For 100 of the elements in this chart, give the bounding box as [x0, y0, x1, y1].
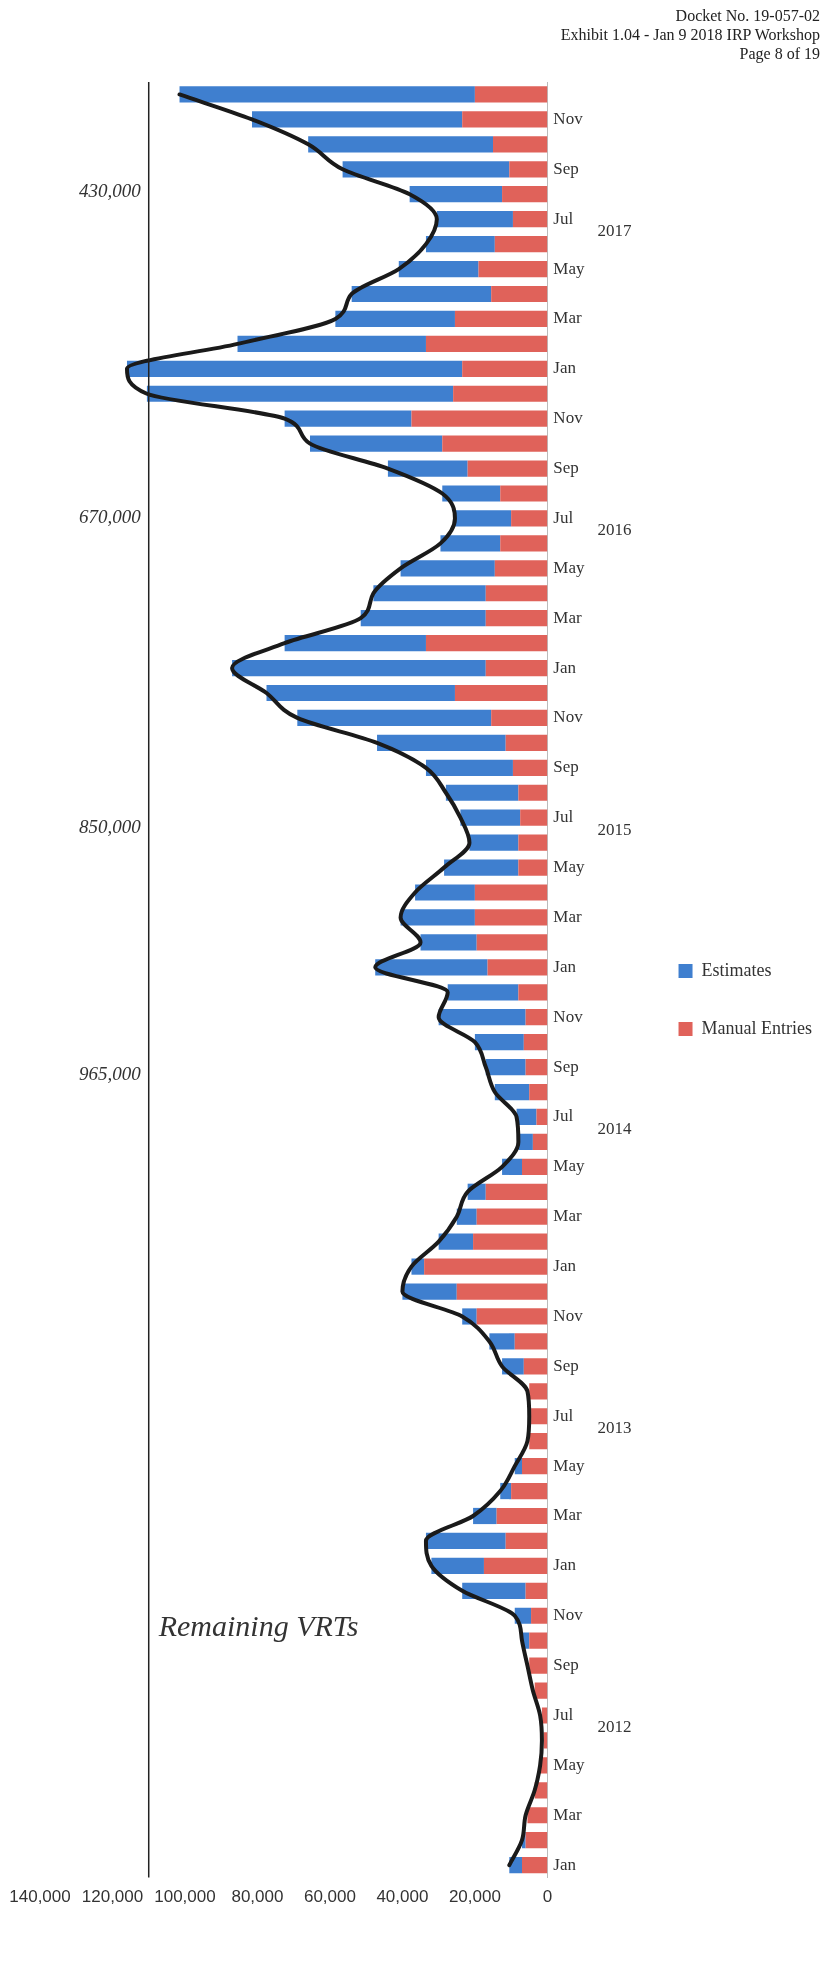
y-tick-label: Jan [553, 1854, 577, 1874]
bar [237, 335, 426, 352]
y-tick-label: May [553, 1156, 586, 1176]
text: 2015 [597, 819, 632, 839]
bar [232, 659, 486, 677]
bar [525, 1058, 548, 1076]
bar [518, 834, 548, 851]
y-tick-label: May [553, 857, 586, 877]
text: Page 8 of 19 [738, 44, 820, 63]
bar [460, 809, 521, 826]
bar [360, 610, 486, 627]
bar [469, 834, 519, 851]
bar [409, 186, 503, 203]
bar [529, 1433, 548, 1450]
bar [335, 310, 455, 328]
y-tick-label: Jan [553, 1555, 577, 1575]
bar [398, 260, 479, 278]
y-tick-label: Jan [553, 657, 577, 677]
y-tick-label: Mar [553, 607, 583, 627]
y-tick-label: Jul [553, 507, 574, 527]
bar [375, 959, 488, 976]
bar [284, 410, 412, 427]
y-tick-label: Sep [553, 1056, 579, 1076]
bar [474, 909, 548, 926]
bar [514, 1333, 548, 1350]
bar [487, 959, 548, 976]
bar [522, 1158, 548, 1175]
bar [442, 485, 501, 502]
bar [494, 236, 548, 253]
bar [456, 1208, 477, 1225]
bar [505, 734, 548, 751]
y-tick-label: Sep [553, 1355, 579, 1375]
annotation: 850,000 [78, 815, 142, 837]
bar [527, 1807, 548, 1824]
y-tick-label: May [553, 258, 586, 278]
text: 2017 [597, 221, 633, 241]
text: 2013 [597, 1418, 632, 1438]
bar [520, 809, 548, 826]
bar [179, 86, 475, 103]
bar [146, 385, 454, 402]
bar [485, 1058, 526, 1076]
bar [485, 585, 548, 602]
bar [531, 1408, 548, 1425]
bar [511, 510, 548, 527]
bar [476, 1208, 548, 1225]
y-tick-label: Jul [553, 1704, 574, 1724]
bar [308, 136, 494, 153]
bar [532, 1133, 548, 1151]
bar [438, 1233, 474, 1250]
text: 2014 [597, 1118, 633, 1138]
bar [377, 734, 506, 751]
bar [529, 1632, 548, 1649]
bar [485, 1183, 548, 1200]
bar [491, 709, 548, 727]
text: Exhibit 1.04 - Jan 9 2018 IRP Workshop [560, 25, 820, 44]
bar [415, 884, 475, 901]
x-tick-label: 40,000 [376, 1887, 429, 1907]
bar [387, 460, 468, 477]
bar [541, 1707, 548, 1724]
bar [454, 310, 548, 328]
x-tick-label: 80,000 [231, 1887, 284, 1907]
bar [494, 560, 548, 577]
bar [529, 1083, 548, 1101]
bar [373, 585, 486, 602]
bar [485, 659, 548, 677]
bar [525, 1582, 548, 1599]
annotation: 670,000 [78, 506, 142, 528]
bar [462, 111, 548, 128]
y-tick-label: Sep [553, 158, 579, 178]
bar [438, 1009, 526, 1026]
bar [500, 535, 548, 552]
bar [284, 635, 426, 652]
y-tick-label: Mar [553, 1505, 583, 1525]
bar [518, 984, 548, 1001]
bar [491, 285, 548, 303]
y-tick-label: Jul [553, 1405, 574, 1425]
bar [474, 1034, 524, 1051]
legend-label: Estimates [701, 959, 772, 980]
x-tick-label: 140,000 [9, 1887, 71, 1907]
bar [351, 285, 492, 303]
y-tick-label: Nov [553, 108, 584, 128]
bar [512, 211, 548, 228]
bar [297, 709, 492, 727]
y-tick-label: May [553, 557, 586, 577]
bar [511, 1482, 548, 1500]
annotation: 430,000 [78, 179, 142, 201]
y-tick-label: Nov [553, 707, 584, 727]
bar [523, 1034, 548, 1051]
y-tick-label: Nov [553, 1605, 584, 1625]
bar [525, 1832, 548, 1849]
y-tick-label: Sep [553, 1655, 579, 1675]
bar [425, 1532, 506, 1550]
bar [454, 510, 512, 527]
bar [402, 1283, 457, 1300]
x-tick-label: 20,000 [448, 1887, 501, 1907]
y-tick-label: Sep [553, 757, 579, 777]
y-tick-label: Jan [553, 956, 577, 976]
bar [529, 1383, 548, 1400]
bar [424, 1258, 548, 1275]
bar [425, 335, 548, 352]
